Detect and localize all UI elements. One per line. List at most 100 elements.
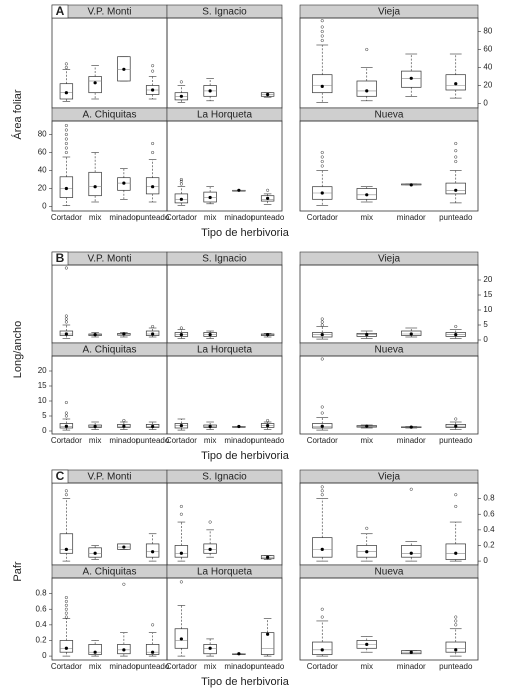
mean (266, 424, 270, 428)
outlier (454, 619, 458, 623)
x-tick-label: minador (109, 436, 138, 445)
mean (365, 550, 369, 554)
outlier (179, 177, 183, 182)
mean (151, 185, 155, 189)
mean (122, 332, 126, 336)
mean (93, 424, 97, 429)
x-tick-label: minador (224, 436, 253, 445)
outlier (64, 266, 68, 270)
mean (365, 89, 369, 93)
outlier (64, 611, 68, 615)
panel-title: S. Ignacio (202, 7, 247, 18)
outlier (151, 150, 155, 155)
outlier (151, 623, 155, 627)
outlier (320, 323, 324, 327)
outlier (320, 405, 324, 409)
y-tick-label: 0.4 (35, 620, 47, 629)
outlier (320, 25, 324, 29)
outlier (320, 485, 324, 489)
y-tick-label: 15 (483, 290, 492, 299)
panel-title: A. Chiquitas (83, 567, 137, 578)
mean (208, 646, 212, 650)
panel-title: Nueva (375, 345, 404, 356)
x-tick-label: Cortador (166, 213, 197, 222)
mean (266, 632, 270, 636)
x-tick-label: punteado (251, 436, 285, 445)
x-tick-label: Cortador (51, 662, 82, 671)
mean (365, 333, 369, 337)
y-tick-label: 0.8 (35, 589, 47, 598)
y-tick-label: 40 (38, 166, 47, 175)
outlier (179, 512, 183, 516)
panel-title: Vieja (378, 472, 400, 483)
outlier (64, 320, 68, 324)
mean (454, 551, 458, 555)
outlier (64, 603, 68, 607)
panel-title: A. Chiquitas (83, 345, 137, 356)
x-tick-label: mix (89, 436, 101, 445)
x-tick-label: mix (89, 662, 101, 671)
mean (365, 424, 369, 428)
x-tick-label: Cortador (307, 662, 338, 671)
panel-frame (299, 17, 479, 109)
x-tick-label: mix (361, 436, 373, 445)
panel-letter: A (56, 4, 65, 18)
letter-box (51, 4, 69, 19)
mean (237, 424, 241, 429)
panel-letter: B (56, 251, 65, 265)
box (445, 641, 466, 653)
outlier (454, 149, 458, 153)
panel-frame (166, 577, 283, 661)
mean (64, 332, 68, 336)
mean (365, 193, 369, 197)
mean (64, 424, 68, 428)
outlier (454, 324, 458, 329)
y-tick-label: 0 (483, 335, 488, 344)
mean (266, 555, 270, 559)
outlier (64, 599, 68, 603)
mean (320, 648, 324, 652)
x-tick-label: mix (361, 662, 373, 671)
box (312, 537, 333, 558)
panel-title: V.P. Monti (88, 472, 132, 483)
outlier (179, 179, 183, 183)
x-tick-label: punteado (251, 213, 285, 222)
y-tick-label: 0.6 (483, 509, 495, 518)
mean (320, 333, 324, 337)
outlier (151, 64, 155, 68)
outlier (64, 137, 68, 141)
outlier (64, 615, 68, 619)
outlier (179, 80, 183, 84)
mean (93, 650, 97, 654)
y-tick-label: 60 (483, 45, 492, 54)
y-tick-label: 0 (42, 426, 47, 435)
outlier (64, 128, 68, 132)
mean (454, 648, 458, 652)
outlier (320, 411, 324, 415)
outlier (64, 489, 68, 493)
x-tick-label: punteado (136, 662, 170, 671)
mean (409, 650, 413, 654)
mean (151, 650, 155, 654)
outlier (64, 607, 68, 611)
box (445, 182, 466, 195)
y-tick-label: 60 (38, 148, 47, 157)
outlier (320, 489, 324, 493)
outlier (454, 417, 458, 421)
x-tick-label: minador (397, 213, 426, 222)
box (174, 545, 189, 558)
panel-frame (299, 264, 479, 344)
mean (179, 333, 183, 337)
y-tick-label: 0 (42, 651, 47, 660)
mean (93, 551, 97, 555)
mean (266, 333, 270, 337)
panel-title: La Horqueta (197, 110, 252, 121)
y-tick-label: 20 (38, 184, 47, 193)
outlier (151, 141, 155, 146)
mean (122, 648, 126, 652)
panel-title: Vieja (378, 254, 400, 265)
outlier (179, 326, 183, 330)
outlier (454, 504, 458, 508)
panel-frame (299, 355, 479, 435)
outlier (64, 317, 68, 321)
